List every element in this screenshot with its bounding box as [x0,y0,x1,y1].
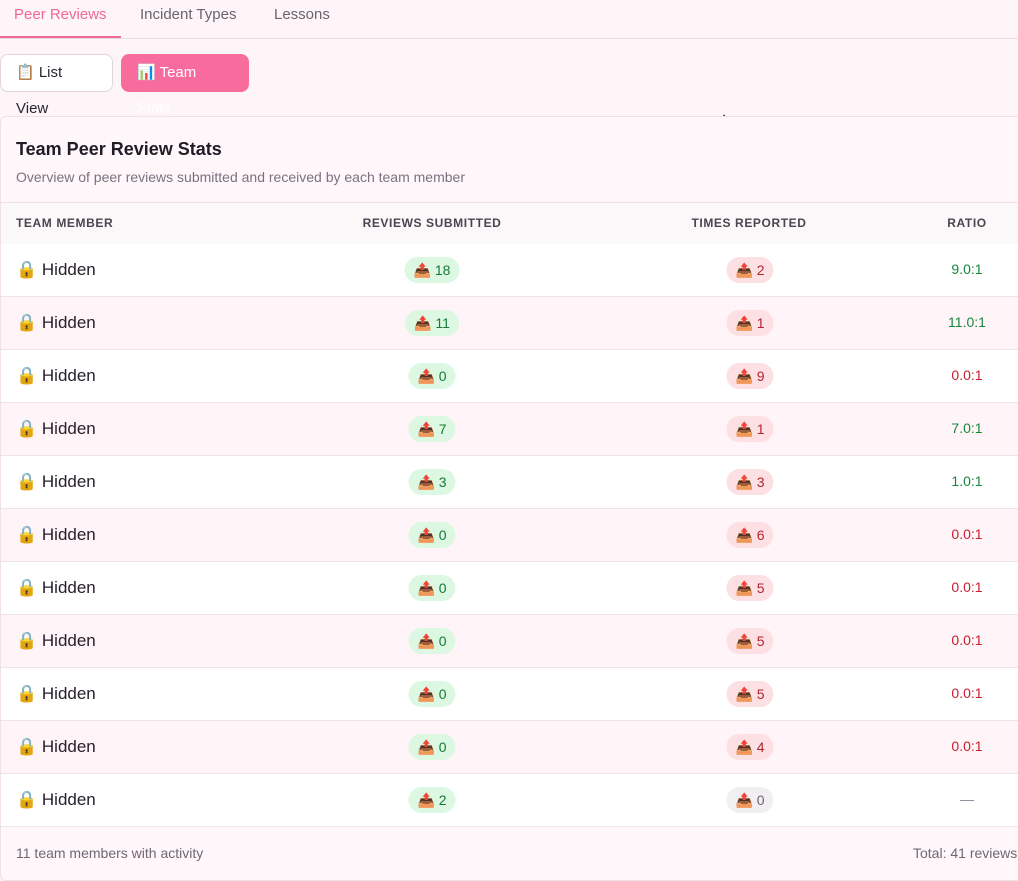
table-footer: 11 team members with activity Total: 41 … [1,826,1018,880]
submitted-badge: 📤 7 [408,416,456,442]
member-name: 🔒 Hidden [16,631,96,650]
ratio-value: 9.0:1 [951,261,983,277]
table-row[interactable]: 🔒 Hidden 📤 0 📤 5 0.0:1 [1,562,1018,615]
reported-badge: 📤 0 [726,787,774,813]
team-stats-card: Team Peer Review Stats Overview of peer … [0,116,1018,881]
table-row[interactable]: 🔒 Hidden 📤 2 📤 0 — [1,774,1018,827]
team-stats-button[interactable]: 📊 Team Stats [121,54,249,117]
submitted-badge: 📤 18 [404,257,460,283]
member-name: 🔒 Hidden [16,578,96,597]
reported-badge: 📤 2 [726,257,774,283]
tab-bar: Peer Reviews Incident Types Lessons [0,0,1018,39]
header-team-member[interactable]: TEAM MEMBER [16,216,114,230]
reported-badge: 📤 5 [726,681,774,707]
header-ratio[interactable]: RATIO [947,216,987,230]
ratio-value: — [960,791,974,807]
reported-badge: 📤 9 [726,363,774,389]
member-name: 🔒 Hidden [16,313,96,332]
reported-badge: 📤 1 [726,310,774,336]
member-name: 🔒 Hidden [16,419,96,438]
table-row[interactable]: 🔒 Hidden 📤 18 📤 2 9.0:1 [1,244,1018,297]
reported-badge: 📤 3 [726,469,774,495]
tab-lessons[interactable]: Lessons [274,6,330,23]
table-row[interactable]: 🔒 Hidden 📤 0 📤 6 0.0:1 [1,509,1018,562]
member-name: 🔒 Hidden [16,684,96,703]
ratio-value: 11.0:1 [948,314,986,330]
tab-incident-types[interactable]: Incident Types [140,6,237,23]
table-row[interactable]: 🔒 Hidden 📤 7 📤 1 7.0:1 [1,403,1018,456]
ratio-value: 0.0:1 [951,685,983,701]
member-name: 🔒 Hidden [16,737,96,756]
header-times-reported[interactable]: TIMES REPORTED [691,216,807,230]
submitted-badge: 📤 0 [408,628,456,654]
ratio-value: 0.0:1 [951,367,983,383]
table-row[interactable]: 🔒 Hidden 📤 0 📤 5 0.0:1 [1,615,1018,668]
card-title: Team Peer Review Stats [16,139,222,159]
reported-badge: 📤 5 [726,575,774,601]
table-body: 🔒 Hidden 📤 18 📤 2 9.0:1 🔒 Hidden 📤 11 📤 … [1,244,1018,827]
header-reviews-submitted[interactable]: REVIEWS SUBMITTED [362,216,502,230]
ratio-value: 1.0:1 [951,473,983,489]
card-subtitle: Overview of peer reviews submitted and r… [16,169,465,185]
member-count-summary: 11 team members with activity [16,845,204,861]
submitted-badge: 📤 11 [405,310,459,336]
ratio-value: 0.0:1 [951,738,983,754]
reported-badge: 📤 6 [726,522,774,548]
table-row[interactable]: 🔒 Hidden 📤 3 📤 3 1.0:1 [1,456,1018,509]
submitted-badge: 📤 0 [408,575,456,601]
tab-peer-reviews[interactable]: Peer Reviews [0,0,121,38]
ratio-value: 0.0:1 [951,579,983,595]
submitted-badge: 📤 0 [408,681,456,707]
reported-badge: 📤 1 [726,416,774,442]
table-row[interactable]: 🔒 Hidden 📤 11 📤 1 11.0:1 [1,297,1018,350]
submitted-badge: 📤 0 [408,522,456,548]
list-view-button[interactable]: 📋 List View [0,54,113,117]
table-row[interactable]: 🔒 Hidden 📤 0 📤 9 0.0:1 [1,350,1018,403]
total-reviews: Total: 41 reviews [913,845,1018,861]
member-name: 🔒 Hidden [16,525,96,544]
table-row[interactable]: 🔒 Hidden 📤 0 📤 5 0.0:1 [1,668,1018,721]
member-name: 🔒 Hidden [16,472,96,491]
ratio-value: 0.0:1 [951,632,983,648]
submitted-badge: 📤 2 [408,787,456,813]
table-header: TEAM MEMBER REVIEWS SUBMITTED TIMES REPO… [1,202,1018,245]
submitted-badge: 📤 0 [408,363,456,389]
reported-badge: 📤 5 [726,628,774,654]
reported-badge: 📤 4 [726,734,774,760]
submitted-badge: 📤 0 [408,734,456,760]
ratio-value: 7.0:1 [951,420,983,436]
submitted-badge: 📤 3 [408,469,456,495]
table-row[interactable]: 🔒 Hidden 📤 0 📤 4 0.0:1 [1,721,1018,774]
member-name: 🔒 Hidden [16,790,96,809]
member-name: 🔒 Hidden [16,366,96,385]
ratio-value: 0.0:1 [951,526,983,542]
member-name: 🔒 Hidden [16,260,96,279]
